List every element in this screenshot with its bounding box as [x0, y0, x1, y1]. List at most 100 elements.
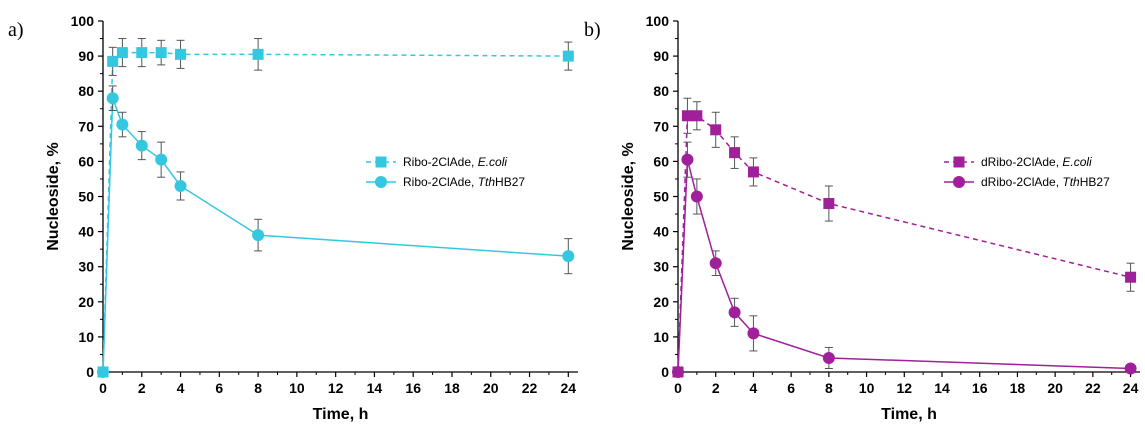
- legend-label: dRibo-2ClAde, TthHB27: [981, 175, 1110, 189]
- data-point-circle: [174, 179, 187, 192]
- data-point-circle: [97, 366, 109, 378]
- y-tick-label: 40: [78, 224, 94, 240]
- panel-label: a): [8, 19, 24, 41]
- data-point-square: [681, 110, 693, 122]
- x-tick-label: 4: [750, 380, 758, 396]
- data-point-circle: [1124, 362, 1137, 375]
- x-tick-label: 2: [712, 380, 720, 396]
- y-tick-label: 40: [653, 224, 669, 240]
- data-point-circle: [562, 250, 575, 263]
- legend: dRibo-2ClAde, E.coli dRibo-2ClAde, TthHB2…: [944, 155, 1110, 189]
- legend: Ribo-2ClAde, E.coli Ribo-2ClAde, TthHB27: [366, 155, 525, 189]
- x-tick-label: 2: [138, 380, 146, 396]
- x-axis-label: Time, h: [881, 406, 937, 423]
- data-point-circle: [681, 153, 694, 166]
- y-tick-label: 100: [646, 13, 670, 29]
- y-axis-label: Nucleoside, %: [45, 142, 62, 250]
- data-point-square: [562, 50, 574, 62]
- y-axis-label: Nucleoside, %: [620, 142, 637, 250]
- x-tick-label: 6: [787, 380, 795, 396]
- y-tick-label: 30: [653, 259, 669, 275]
- x-tick-label: 6: [215, 380, 223, 396]
- legend-marker-circle: [375, 176, 387, 188]
- data-point-square: [107, 55, 119, 67]
- data-point-circle: [135, 139, 148, 152]
- series-1: [672, 97, 1137, 378]
- series-2: [97, 85, 575, 378]
- legend-marker-circle: [953, 176, 965, 188]
- series-2: [672, 141, 1137, 378]
- x-tick-label: 22: [1085, 380, 1101, 396]
- x-tick-label: 0: [99, 380, 107, 396]
- data-point-circle: [690, 190, 703, 203]
- x-tick-label: 14: [934, 380, 950, 396]
- data-point-square: [252, 48, 264, 60]
- y-tick-label: 60: [653, 153, 669, 169]
- x-tick-label: 12: [328, 380, 344, 396]
- data-point-square: [175, 48, 187, 60]
- x-tick-label: 24: [561, 380, 577, 396]
- y-tick-label: 70: [78, 118, 94, 134]
- x-tick-label: 20: [483, 380, 499, 396]
- data-point-circle: [709, 257, 722, 270]
- x-tick-label: 10: [289, 380, 305, 396]
- data-point-square: [155, 47, 167, 59]
- y-tick-label: 10: [653, 329, 669, 345]
- y-tick-label: 30: [78, 259, 94, 275]
- series-line: [102, 51, 569, 373]
- x-tick-label: 22: [522, 380, 538, 396]
- y-tick-label: 0: [661, 364, 669, 380]
- y-tick-label: 80: [78, 83, 94, 99]
- x-tick-label: 4: [177, 380, 185, 396]
- legend-label: dRibo-2ClAde, E.coli: [981, 155, 1092, 169]
- data-point-circle: [747, 327, 760, 340]
- series-line: [102, 97, 569, 373]
- x-tick-label: 18: [1010, 380, 1026, 396]
- series-line: [677, 115, 1131, 373]
- data-point-square: [1125, 271, 1137, 283]
- x-tick-label: 12: [896, 380, 912, 396]
- y-tick-label: 90: [653, 48, 669, 64]
- y-tick-label: 20: [653, 294, 669, 310]
- data-point-square: [710, 124, 722, 136]
- y-tick-label: 20: [78, 294, 94, 310]
- x-tick-label: 24: [1123, 380, 1139, 396]
- data-point-square: [823, 198, 835, 210]
- y-tick-label: 80: [653, 83, 669, 99]
- x-tick-label: 16: [405, 380, 421, 396]
- legend-label: Ribo-2ClAde, TthHB27: [403, 175, 525, 189]
- data-point-square: [691, 110, 703, 122]
- y-tick-label: 100: [71, 13, 95, 29]
- series-line: [677, 159, 1131, 373]
- x-tick-label: 16: [972, 380, 988, 396]
- x-tick-label: 8: [254, 380, 262, 396]
- data-point-square: [747, 166, 759, 178]
- legend-label: Ribo-2ClAde, E.coli: [403, 155, 507, 169]
- panel-label: b): [584, 19, 601, 41]
- x-axis-label: Time, h: [313, 406, 369, 423]
- data-point-square: [136, 47, 148, 59]
- data-point-circle: [155, 153, 168, 166]
- y-tick-label: 60: [78, 153, 94, 169]
- x-tick-label: 10: [859, 380, 875, 396]
- y-tick-label: 90: [78, 48, 94, 64]
- y-tick-label: 0: [86, 364, 94, 380]
- y-tick-label: 50: [78, 189, 94, 205]
- x-tick-label: 8: [825, 380, 833, 396]
- data-point-circle: [116, 118, 129, 131]
- data-point-circle: [106, 92, 119, 105]
- series-1: [97, 38, 574, 378]
- x-tick-label: 14: [367, 380, 383, 396]
- x-tick-label: 20: [1047, 380, 1063, 396]
- data-point-circle: [672, 366, 684, 378]
- data-point-square: [116, 47, 128, 59]
- x-tick-label: 18: [444, 380, 460, 396]
- y-tick-label: 10: [78, 329, 94, 345]
- data-point-circle: [728, 306, 741, 319]
- y-tick-label: 50: [653, 189, 669, 205]
- data-point-circle: [252, 229, 265, 242]
- y-tick-label: 70: [653, 118, 669, 134]
